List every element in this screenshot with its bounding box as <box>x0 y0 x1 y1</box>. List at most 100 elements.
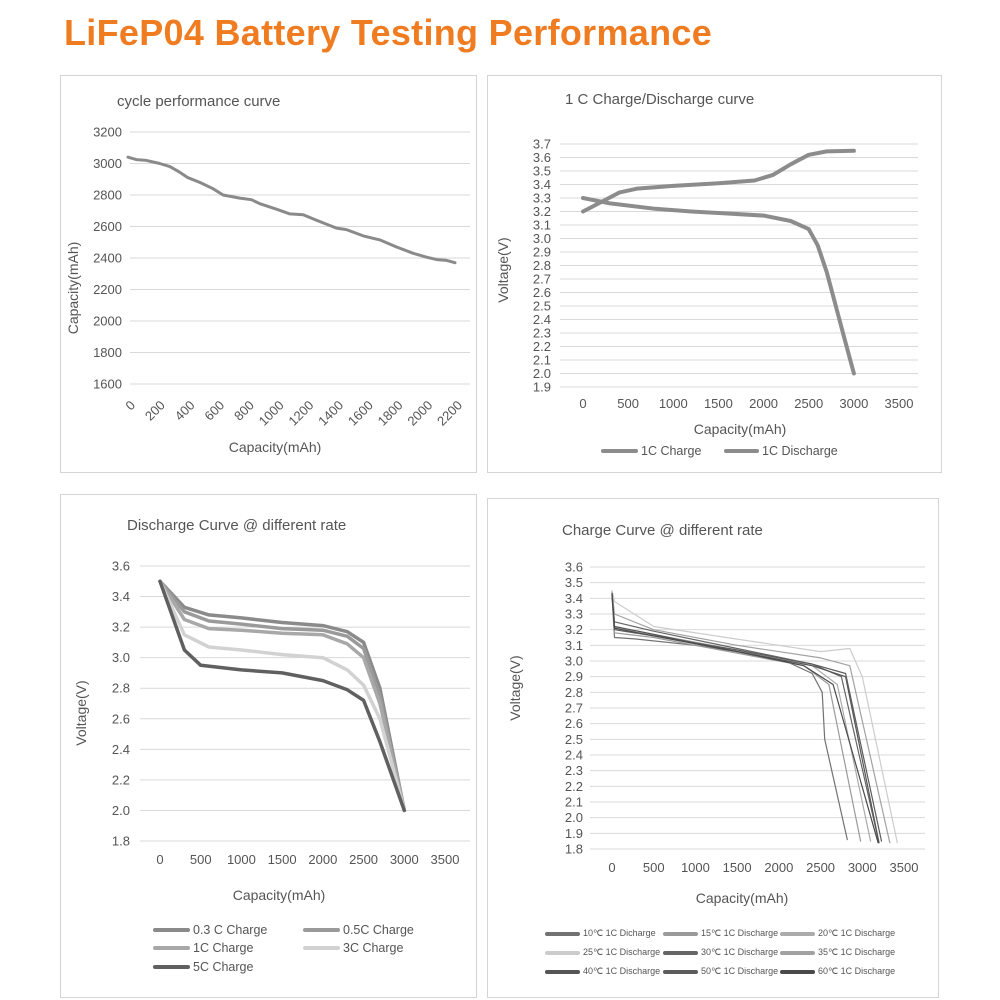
legend-swatch <box>663 950 698 955</box>
panel-charge-rate <box>487 498 939 998</box>
legend-swatch <box>545 969 580 974</box>
legend-item: 0.3 C Charge <box>153 923 267 937</box>
chart-title: cycle performance curve <box>117 93 280 110</box>
y-tick-label: 3.4 <box>533 177 551 192</box>
y-tick-label: 2.1 <box>565 795 583 810</box>
y-tick-label: 2.0 <box>533 366 551 381</box>
legend-label: 5C Charge <box>193 960 254 974</box>
legend-swatch <box>303 946 340 950</box>
series-line-3c-charge <box>158 579 407 813</box>
y-tick-label: 3.1 <box>533 218 551 233</box>
legend-swatch <box>153 928 190 932</box>
y-axis-title: Capacity(mAh) <box>65 242 81 335</box>
series-line-25-1c-discharge <box>611 589 898 844</box>
y-tick-label: 2.3 <box>565 763 583 778</box>
x-tick-label: 3500 <box>885 396 914 411</box>
x-tick-label: 2500 <box>794 396 823 411</box>
x-tick-label: 2000 <box>308 852 337 867</box>
y-tick-label: 2.7 <box>565 701 583 716</box>
legend-label: 10℃ 1C Dicharge <box>583 928 656 938</box>
legend-swatch <box>780 969 815 974</box>
legend-label: 1C Discharge <box>762 444 838 458</box>
y-tick-label: 3000 <box>93 156 122 171</box>
legend-label: 40℃ 1C Discharge <box>583 966 661 976</box>
y-tick-label: 3.6 <box>533 150 551 165</box>
y-tick-label: 1600 <box>93 377 122 392</box>
legend-swatch <box>724 449 759 453</box>
y-tick-label: 3.1 <box>565 638 583 653</box>
legend-item: 1C Charge <box>601 444 701 458</box>
x-tick-label: 2000 <box>764 860 793 875</box>
legend-label: 25℃ 1C Discharge <box>583 947 661 957</box>
legend-label: 1C Charge <box>193 941 254 955</box>
y-tick-label: 2200 <box>93 282 122 297</box>
y-tick-label: 3.0 <box>533 231 551 246</box>
panel-cycle-performance <box>60 75 477 473</box>
legend-label: 60℃ 1C Discharge <box>818 966 896 976</box>
page-title: LiFeP04 Battery Testing Performance <box>64 12 713 53</box>
legend-item: 35℃ 1C Discharge <box>780 947 895 958</box>
legend-item: 0.5C Charge <box>303 923 414 937</box>
series-line-1c-discharge <box>581 196 856 376</box>
y-tick-label: 3.4 <box>112 589 130 604</box>
x-tick-label: 1800 <box>375 398 406 429</box>
x-tick-label: 3000 <box>390 852 419 867</box>
series-line-0-3-c-charge <box>158 579 407 813</box>
legend-label: 0.5C Charge <box>343 923 414 937</box>
y-tick-label: 2000 <box>93 314 122 329</box>
y-axis-title: Voltage(V) <box>73 680 89 745</box>
series-line-60-1c-discharge <box>611 593 879 844</box>
x-tick-label: 1400 <box>315 398 346 429</box>
legend-item: 1C Charge <box>153 941 253 955</box>
legend-swatch <box>780 950 815 955</box>
x-tick-label: 0 <box>579 396 586 411</box>
legend-item: 20℃ 1C Discharge <box>780 928 895 939</box>
y-tick-label: 3.0 <box>112 650 130 665</box>
legend-label: 15℃ 1C Discharge <box>701 928 779 938</box>
series-line-50-1c-discharge <box>611 593 883 842</box>
y-tick-label: 3.7 <box>533 137 551 152</box>
y-tick-label: 2.1 <box>533 353 551 368</box>
y-tick-label: 2.9 <box>565 669 583 684</box>
y-tick-label: 3.5 <box>533 164 551 179</box>
y-tick-label: 2.6 <box>112 711 130 726</box>
x-tick-label: 1000 <box>659 396 688 411</box>
y-tick-label: 2.8 <box>112 681 130 696</box>
panel-1c-charge-discharge <box>487 75 942 473</box>
y-tick-label: 3.6 <box>112 559 130 574</box>
legend-item: 25℃ 1C Discharge <box>545 947 660 958</box>
x-axis-title: Capacity(mAh) <box>233 887 326 903</box>
y-tick-label: 2.9 <box>533 245 551 260</box>
y-tick-label: 2600 <box>93 219 122 234</box>
series-line-15-1c-discharge <box>611 594 862 842</box>
x-tick-label: 2200 <box>434 398 465 429</box>
series-line-30-1c-discharge <box>611 594 880 844</box>
x-tick-label: 500 <box>617 396 639 411</box>
legend-label: 3C Charge <box>343 941 404 955</box>
y-tick-label: 1.9 <box>565 826 583 841</box>
legend-swatch <box>545 950 580 955</box>
x-tick-label: 1500 <box>723 860 752 875</box>
legend-label: 20℃ 1C Discharge <box>818 928 896 938</box>
legend-item: 3C Charge <box>303 941 403 955</box>
x-tick-label: 500 <box>190 852 212 867</box>
y-axis-title: Voltage(V) <box>507 655 523 720</box>
series-line-1c-charge <box>158 579 407 813</box>
chart-title: Discharge Curve @ different rate <box>127 517 346 534</box>
y-tick-label: 3.3 <box>533 191 551 206</box>
series-line-1c-charge <box>581 148 856 214</box>
legend-swatch <box>153 965 190 969</box>
y-tick-label: 1.8 <box>565 842 583 857</box>
y-tick-label: 3.2 <box>565 622 583 637</box>
x-tick-label: 200 <box>142 398 168 424</box>
y-tick-label: 2.2 <box>112 772 130 787</box>
legend-swatch <box>663 931 698 936</box>
legend-swatch <box>780 931 815 936</box>
y-tick-label: 2.6 <box>533 285 551 300</box>
x-tick-label: 600 <box>201 398 227 424</box>
y-tick-label: 3.6 <box>565 560 583 575</box>
y-tick-label: 2.6 <box>565 716 583 731</box>
y-tick-label: 3200 <box>93 125 122 140</box>
y-tick-label: 2.2 <box>533 339 551 354</box>
